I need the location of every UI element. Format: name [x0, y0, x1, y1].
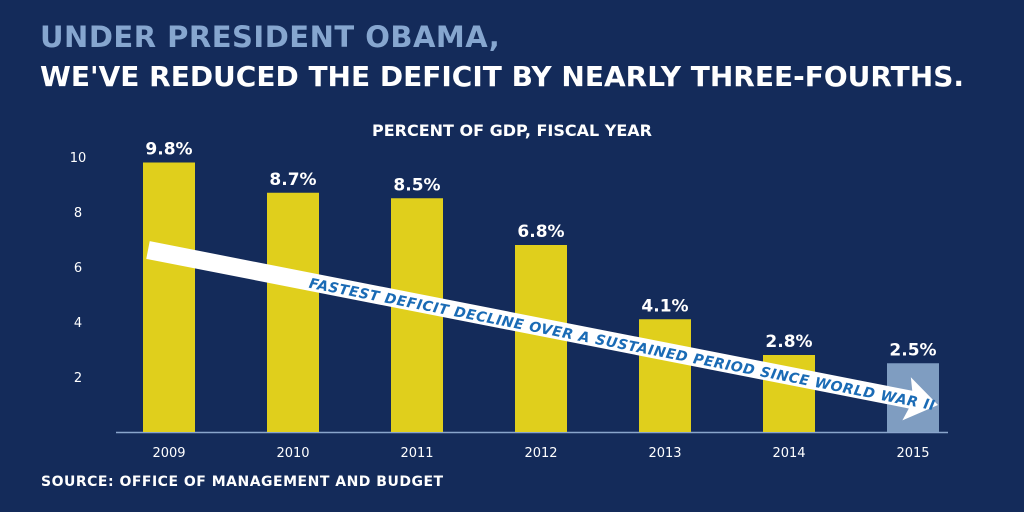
- x-tick-label: 2013: [648, 446, 681, 461]
- x-tick-label: 2014: [772, 446, 805, 461]
- y-tick-label: 10: [70, 151, 87, 166]
- y-tick-label: 8: [74, 206, 82, 221]
- y-tick-label: 6: [74, 261, 82, 276]
- data-label-2014: 2.8%: [765, 332, 812, 352]
- data-label-2013: 4.1%: [641, 296, 688, 316]
- title-line-1: UNDER PRESIDENT OBAMA,: [40, 20, 501, 54]
- data-label-2011: 8.5%: [393, 175, 440, 195]
- data-label-2009: 9.8%: [145, 140, 192, 160]
- x-tick-label: 2011: [400, 446, 433, 461]
- data-label-2015: 2.5%: [889, 340, 936, 360]
- bar-2010: [267, 192, 319, 432]
- title-line-2: WE'VE REDUCED THE DEFICIT BY NEARLY THRE…: [40, 60, 964, 93]
- chart-title: PERCENT OF GDP, FISCAL YEAR: [372, 121, 652, 140]
- arrow-shape: [146, 241, 939, 421]
- bar-2009: [143, 162, 195, 432]
- x-tick-label: 2015: [896, 446, 929, 461]
- data-label-2010: 8.7%: [269, 170, 316, 190]
- x-tick-label: 2009: [152, 446, 185, 461]
- x-tick-label: 2012: [524, 446, 557, 461]
- bar-2013: [639, 319, 691, 432]
- y-tick-label: 4: [74, 316, 82, 331]
- y-tick-label: 2: [74, 371, 82, 386]
- source-note: SOURCE: OFFICE OF MANAGEMENT AND BUDGET: [41, 474, 444, 490]
- data-label-2012: 6.8%: [517, 222, 564, 242]
- x-tick-label: 2010: [276, 446, 309, 461]
